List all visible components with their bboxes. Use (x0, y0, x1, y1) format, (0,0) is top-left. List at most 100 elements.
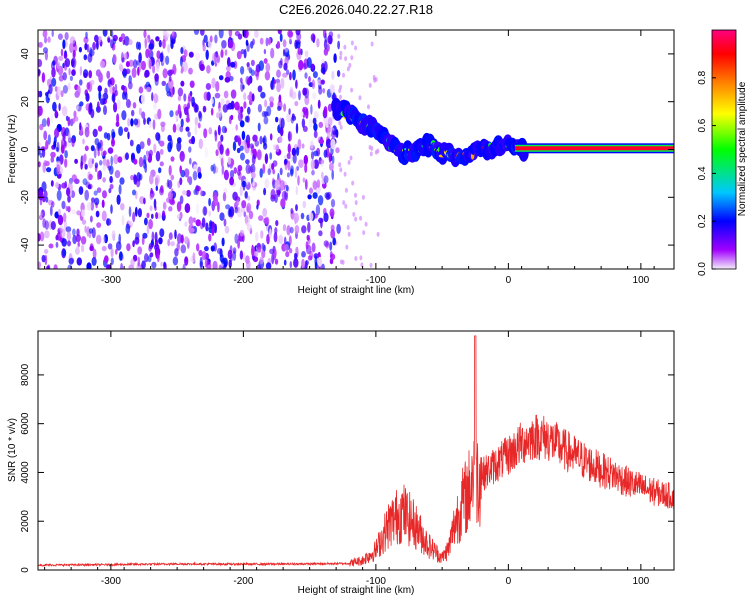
spectrogram-y-label: Frequency (Hz) (7, 115, 18, 184)
noise-blob (218, 75, 224, 81)
noise-blob (234, 101, 240, 111)
noise-blob (262, 137, 266, 144)
noise-blob (68, 257, 74, 265)
noise-blob (209, 35, 213, 43)
noise-blob (132, 102, 137, 109)
noise-blob (339, 94, 342, 100)
noise-blob (45, 160, 50, 167)
noise-blob (53, 264, 58, 269)
noise-blob (232, 250, 237, 261)
noise-blob (148, 58, 152, 70)
noise-blob (141, 260, 146, 269)
noise-blob (76, 210, 81, 216)
noise-blob (189, 157, 192, 165)
noise-blob (118, 36, 123, 43)
noise-blob (51, 67, 56, 78)
noise-blob (151, 261, 157, 269)
noise-blob (148, 219, 154, 230)
noise-blob (125, 68, 131, 75)
noise-blob (247, 195, 251, 201)
noise-blob (110, 248, 114, 258)
noise-blob (121, 215, 125, 226)
noise-blob (120, 262, 124, 269)
noise-blob (119, 177, 125, 185)
noise-blob (219, 144, 224, 155)
noise-blob (75, 234, 82, 243)
noise-blob (354, 192, 357, 198)
noise-blob (194, 104, 199, 113)
noise-blob (342, 72, 345, 78)
noise-blob (140, 60, 146, 71)
noise-blob (182, 263, 186, 269)
noise-blob (303, 154, 308, 165)
noise-blob (44, 50, 49, 61)
noise-blob (176, 233, 182, 244)
noise-blob (84, 189, 89, 201)
noise-blob (333, 53, 337, 63)
noise-blob (304, 87, 310, 99)
noise-blob (169, 110, 174, 118)
noise-blob (368, 82, 372, 88)
noise-blob (62, 84, 68, 94)
colorbar-tick-label: 0.4 (697, 166, 708, 180)
noise-blob (144, 217, 148, 226)
noise-blob (82, 154, 87, 166)
noise-blob (132, 189, 136, 196)
noise-blob (168, 206, 173, 212)
noise-blob (304, 163, 308, 174)
noise-blob (155, 212, 159, 220)
noise-blob (102, 235, 106, 244)
noise-blob (112, 86, 115, 93)
noise-blob (297, 138, 302, 150)
noise-blob (367, 104, 370, 110)
noise-blob (48, 243, 54, 249)
noise-blob (125, 223, 131, 234)
noise-blob (229, 176, 235, 186)
noise-blob (91, 256, 97, 266)
noise-blob (57, 214, 64, 226)
noise-blob (41, 72, 46, 83)
noise-blob (188, 51, 194, 58)
noise-blob (216, 248, 223, 255)
noise-blob (188, 67, 193, 75)
noise-blob (275, 220, 279, 227)
noise-blob (199, 256, 203, 268)
noise-blob (182, 190, 187, 196)
noise-blob (176, 201, 182, 212)
noise-blob (155, 185, 158, 191)
noise-blob (162, 39, 166, 49)
noise-blob (50, 151, 56, 158)
noise-blob (78, 186, 84, 195)
x-tick-label: -100 (366, 576, 386, 587)
noise-blob (258, 60, 265, 71)
noise-blob (289, 72, 292, 81)
noise-blob (88, 183, 93, 190)
noise-blob (220, 258, 226, 264)
noise-blob (158, 167, 162, 174)
noise-blob (208, 127, 213, 135)
noise-blob (97, 149, 100, 157)
noise-blob (38, 233, 41, 242)
noise-blob (88, 70, 92, 79)
noise-blob (338, 162, 342, 168)
noise-blob (147, 137, 151, 146)
noise-blob (295, 41, 301, 49)
noise-blob (160, 185, 164, 194)
noise-blob (269, 152, 273, 160)
noise-blob (128, 206, 132, 218)
noise-blob (274, 179, 280, 191)
noise-blob (108, 188, 112, 194)
noise-blob (83, 72, 88, 79)
noise-blob (310, 104, 313, 115)
noise-blob (318, 86, 323, 95)
noise-blob (311, 63, 315, 71)
noise-blob (362, 230, 366, 236)
noise-blob (338, 88, 342, 94)
noise-blob (152, 119, 156, 130)
noise-blob (261, 243, 265, 250)
noise-blob (250, 59, 255, 67)
noise-blob (194, 52, 201, 61)
noise-blob (169, 199, 176, 206)
noise-blob (102, 30, 108, 37)
noise-blob (137, 246, 143, 255)
